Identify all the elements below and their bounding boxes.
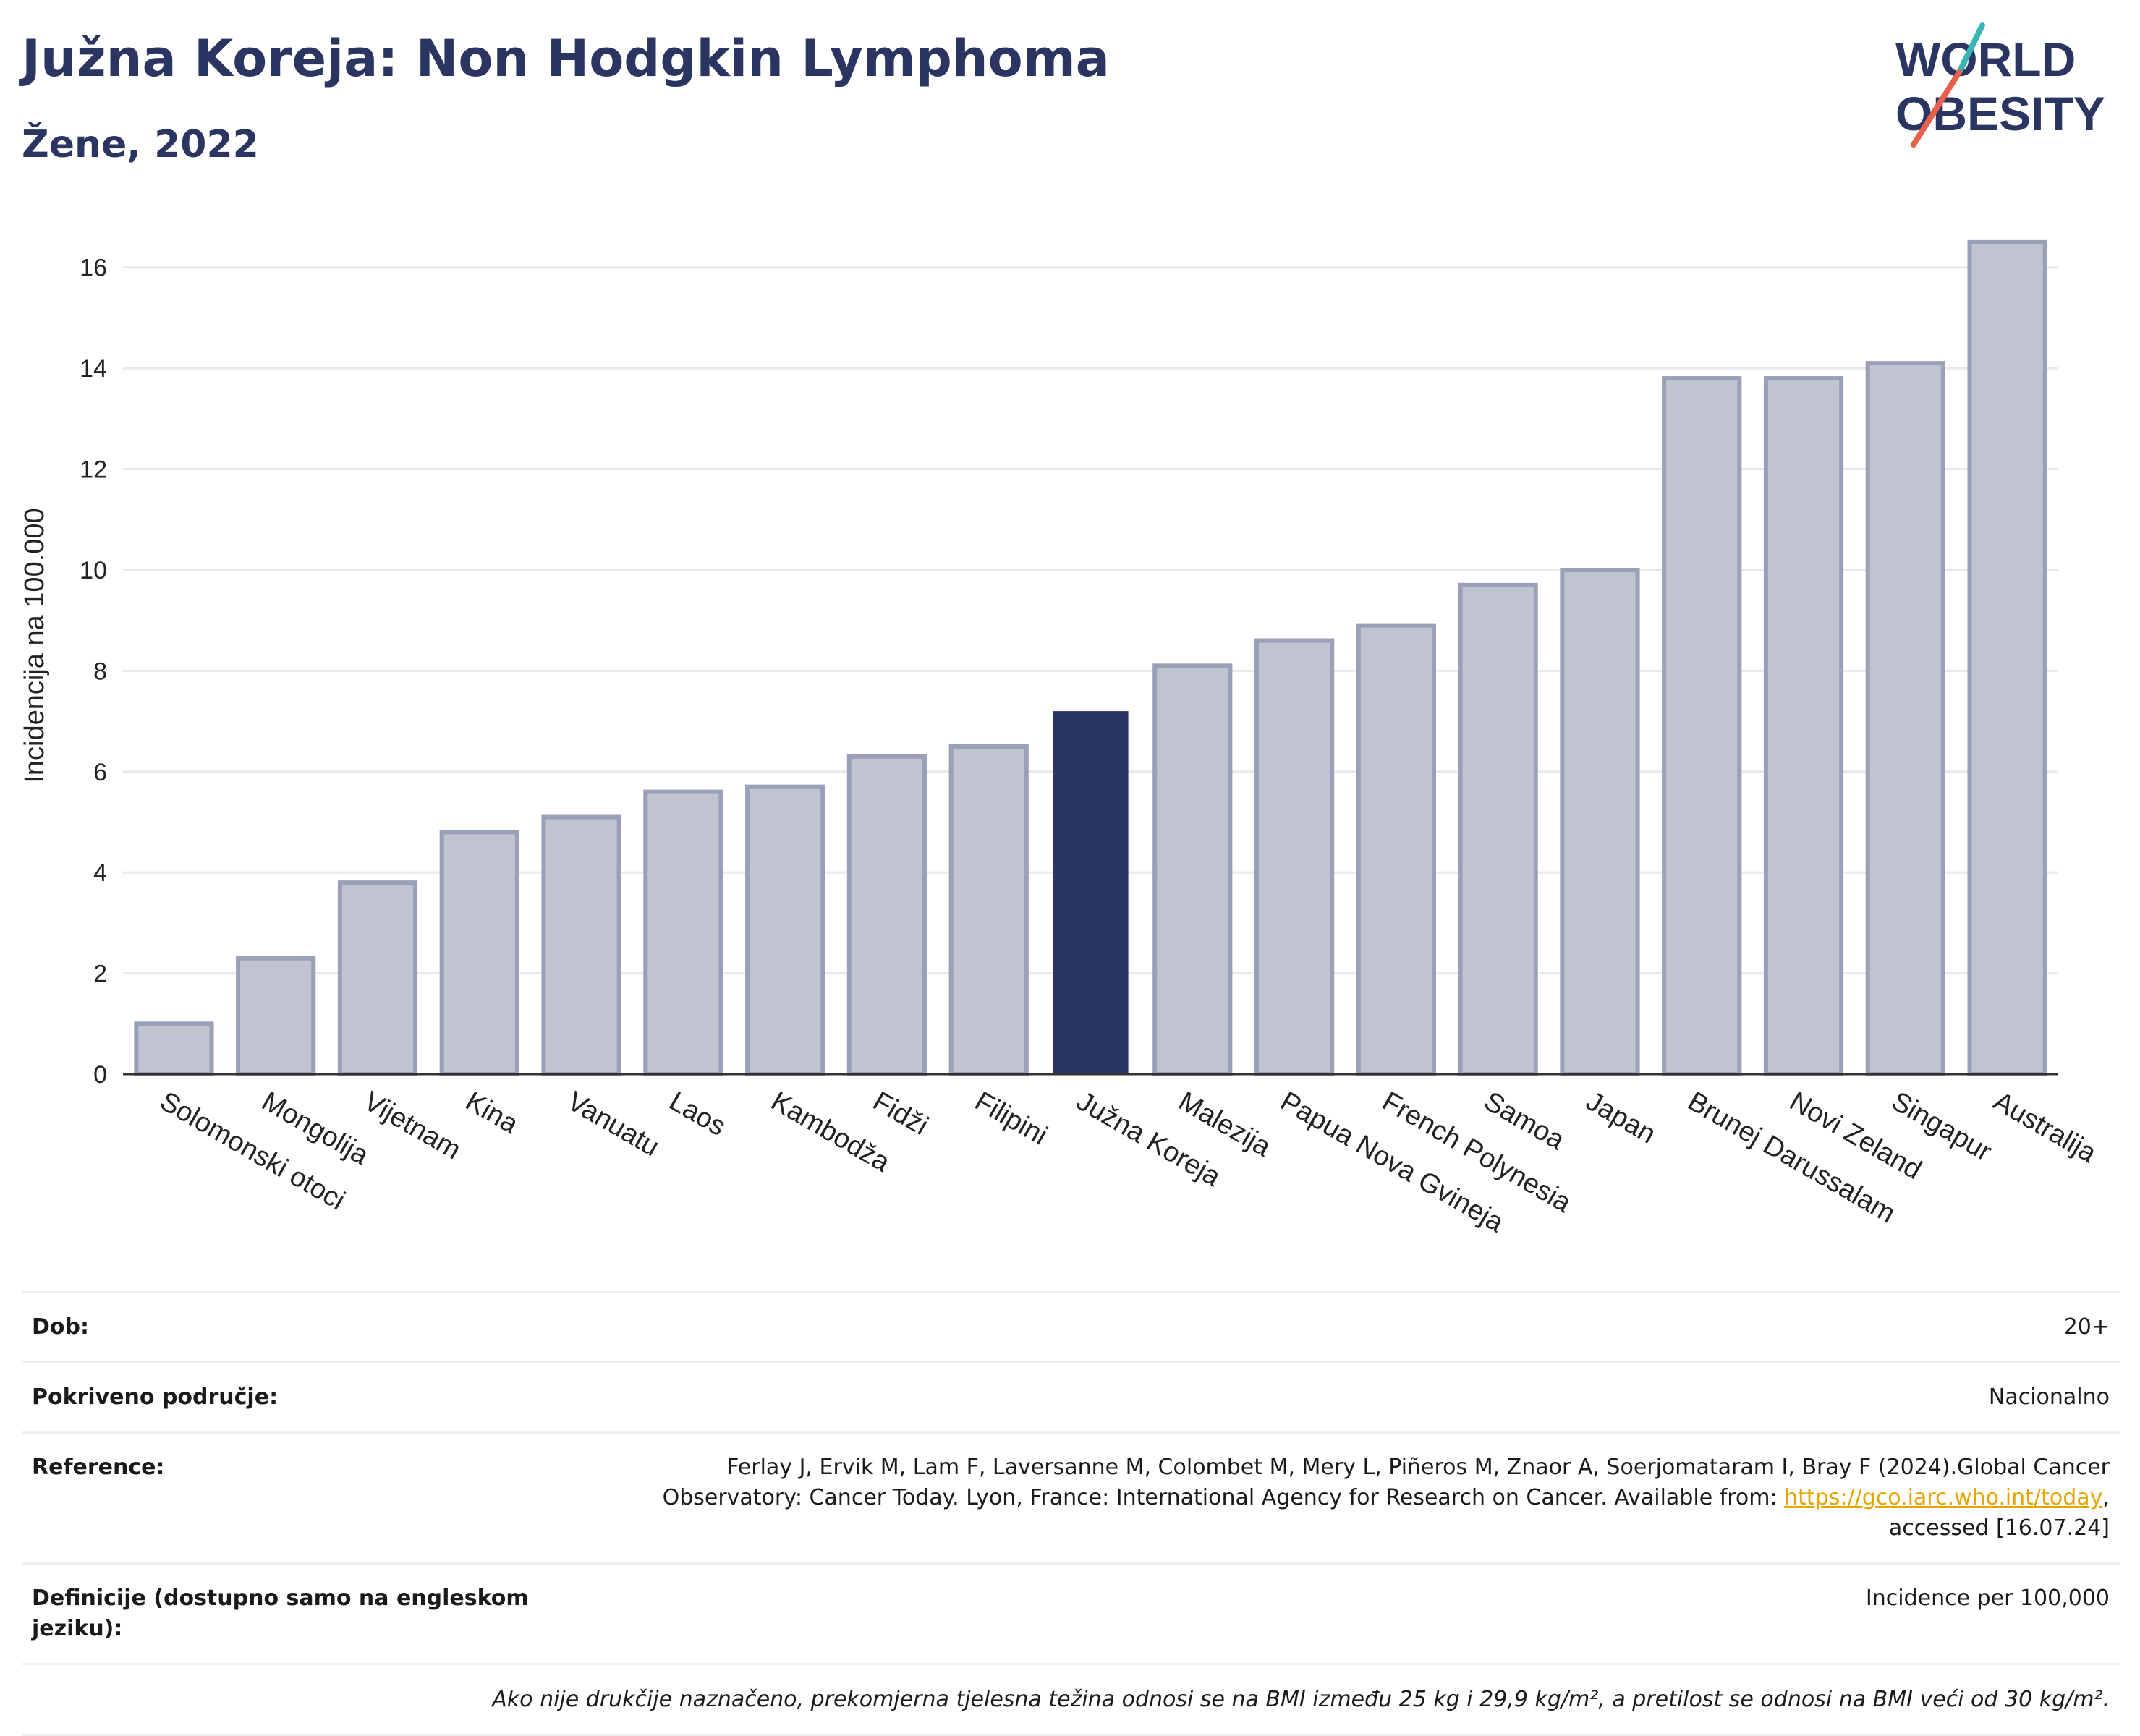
y-axis-label: Incidencija na 100.000 <box>20 508 50 783</box>
y-axis-ticks: 0 2 4 6 8 10 12 14 16 <box>80 255 107 1089</box>
x-tick-label: Laos <box>664 1086 731 1142</box>
bar-french-polynesia <box>1356 623 1436 1076</box>
bar-mongolija <box>236 956 316 1077</box>
reference-accessed: , accessed [16.07.24] <box>1888 1485 2110 1541</box>
bar-kina <box>439 830 519 1076</box>
bar-chart: 0 2 4 6 8 10 12 14 16 Solomonski otociMongolijaV… <box>20 239 2102 1237</box>
reference-value: Ferlay J, Ervik M, Lam F, Laversanne M, … <box>590 1452 2110 1544</box>
x-tick-label: Japan <box>1581 1086 1661 1149</box>
bar-laos <box>643 789 723 1076</box>
y-tick-label: 0 <box>93 1061 107 1089</box>
reference-text: Ferlay J, Ervik M, Lam F, Laversanne M, … <box>662 1455 2110 1510</box>
reference-link[interactable]: https://gco.iarc.who.int/today <box>1784 1485 2103 1510</box>
info-row-area: Pokriveno područje: Nacionalno <box>22 1363 2120 1434</box>
page-title: Južna Koreja: Non Hodgkin Lymphoma <box>22 29 1110 88</box>
x-tick-label: Kina <box>460 1086 524 1140</box>
bar-brunej-darussalam <box>1662 376 1742 1076</box>
bars <box>134 239 2047 1077</box>
logo-line2: OBESITY <box>1895 87 2105 140</box>
x-tick-label: Fidži <box>867 1086 933 1141</box>
definitions-label: Definicije (dostupno samo na engleskom j… <box>32 1586 529 1641</box>
bar-fidži <box>846 754 927 1077</box>
y-tick-label: 6 <box>93 759 107 786</box>
bar-filipini <box>948 744 1029 1076</box>
bar-južna-koreja <box>1053 711 1129 1074</box>
info-table: Dob: 20+ Pokriveno područje: Nacionalno … <box>22 1291 2120 1736</box>
bmi-note: Ako nije drukčije naznačeno, prekomjerna… <box>22 1665 2120 1736</box>
x-tick-label: Vijetnam <box>358 1086 465 1165</box>
y-tick-label: 16 <box>80 255 107 282</box>
logo-slash-teal <box>1956 22 1985 75</box>
logo-slash-red <box>1911 69 1962 148</box>
y-tick-label: 12 <box>80 456 107 484</box>
bar-papua-nova-gvineja <box>1254 638 1335 1076</box>
bar-vanuatu <box>541 814 621 1076</box>
y-tick-label: 10 <box>80 557 107 584</box>
info-row-age: Dob: 20+ <box>22 1293 2120 1363</box>
bar-solomonski-otoci <box>134 1021 214 1076</box>
bar-malezija <box>1152 663 1233 1076</box>
reference-label: Reference: <box>32 1455 165 1480</box>
world-obesity-logo: WORLD OBESITY <box>1895 22 2105 148</box>
bar-novi-zeland <box>1763 376 1844 1076</box>
area-value: Nacionalno <box>1988 1384 2110 1410</box>
bar-australija <box>1967 239 2047 1077</box>
y-tick-label: 8 <box>93 658 107 685</box>
area-label: Pokriveno područje: <box>32 1384 279 1410</box>
y-tick-label: 14 <box>80 355 107 383</box>
info-row-reference: Reference: Ferlay J, Ervik M, Lam F, Lav… <box>22 1434 2120 1565</box>
info-row-definitions: Definicije (dostupno samo na engleskom j… <box>22 1565 2120 1665</box>
y-tick-label: 4 <box>93 859 107 887</box>
bar-vijetnam <box>337 880 418 1077</box>
age-value: 20+ <box>2063 1314 2110 1340</box>
age-label: Dob: <box>32 1314 89 1340</box>
bar-singapur <box>1865 361 1945 1077</box>
definitions-value: Incidence per 100,000 <box>1865 1586 2110 1611</box>
x-tick-label: Filipini <box>969 1086 1052 1151</box>
logo-line1: WORLD <box>1895 33 2076 86</box>
x-tick-label: Vanuatu <box>562 1086 664 1162</box>
bar-samoa <box>1458 582 1538 1076</box>
bar-kambodža <box>745 784 825 1076</box>
x-tick-label: Australija <box>1988 1086 2102 1169</box>
x-tick-label: Solomonski otoci <box>155 1086 350 1216</box>
page-subtitle: Žene, 2022 <box>22 123 259 166</box>
y-tick-label: 2 <box>93 961 107 988</box>
bar-japan <box>1560 567 1640 1076</box>
